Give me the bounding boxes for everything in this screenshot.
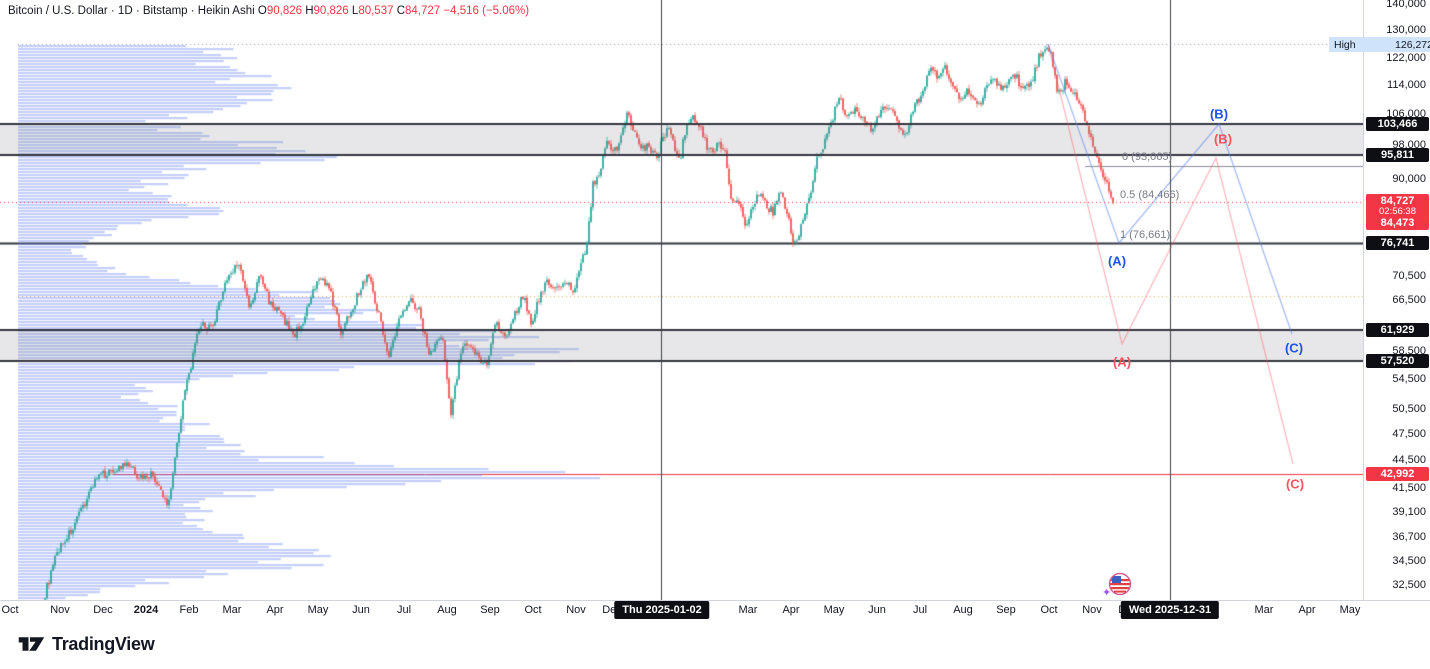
legend-segment: 90,826 — [266, 5, 303, 17]
time-tick: Aug — [437, 604, 457, 616]
us-economic-event-flag-icon[interactable]: ✦ — [1102, 572, 1142, 600]
tradingview-logo-icon — [18, 637, 45, 651]
time-tick: Dec — [93, 604, 113, 616]
price-tick: 36,700 — [1392, 531, 1426, 543]
tradingview-logo[interactable]: TradingView — [18, 633, 155, 655]
time-tick: Jul — [396, 604, 412, 616]
elliott-wave-label-red[interactable]: (B) — [1213, 131, 1233, 147]
legend-segment: C — [393, 5, 405, 17]
current-price-value: 84,727 — [1380, 195, 1415, 207]
brand-name: TradingView — [52, 633, 155, 654]
time-tick: Apr — [782, 604, 800, 616]
current-price-badge: 84,727 02:56:38 — [1366, 194, 1429, 218]
time-tick: Nov — [1082, 604, 1102, 616]
price-level-badge: 42,992 — [1366, 467, 1429, 481]
us-flag-circle-icon — [1108, 572, 1132, 596]
elliott-wave-label-red[interactable]: (A) — [1112, 354, 1132, 370]
time-tick: Apr — [1298, 604, 1316, 616]
time-tick: Nov — [566, 604, 586, 616]
date-crosshair-badge: Wed 2025-12-31 — [1120, 601, 1220, 619]
time-tick: Mar — [1254, 604, 1274, 616]
elliott-wave-label-blue[interactable]: (A) — [1107, 253, 1127, 269]
price-level-badge: 61,929 — [1366, 323, 1429, 337]
time-tick: May — [1339, 604, 1361, 616]
price-tick: 70,500 — [1392, 270, 1426, 282]
price-tick: 47,500 — [1392, 428, 1426, 440]
price-tick: 44,500 — [1392, 454, 1426, 466]
price-tick: 66,500 — [1392, 294, 1426, 306]
legend-segment: 90,826 — [313, 5, 349, 17]
date-crosshair-badge: Thu 2025-01-02 — [614, 601, 710, 619]
time-tick: Jul — [912, 604, 928, 616]
time-tick: Mar — [738, 604, 758, 616]
time-tick: Apr — [266, 604, 284, 616]
symbol-legend[interactable]: Bitcoin / U.S. Dollar · 1D · Bitstamp · … — [8, 5, 529, 17]
footer: TradingView — [0, 621, 1430, 669]
elliott-wave-label-blue[interactable]: (B) — [1209, 106, 1229, 122]
price-chart-canvas[interactable] — [0, 0, 1363, 600]
time-tick: Oct — [1040, 604, 1058, 616]
price-level-badge: 84,473 — [1366, 216, 1429, 230]
price-tick: 39,100 — [1392, 506, 1426, 518]
price-level-badge: 95,811 — [1366, 148, 1429, 162]
time-tick: Feb — [179, 604, 199, 616]
fib-level-label[interactable]: 1 (76,661) — [1120, 229, 1171, 241]
price-tick: 34,500 — [1392, 555, 1426, 567]
time-tick: 2024 — [133, 604, 159, 616]
time-tick: May — [307, 604, 329, 616]
time-tick: Jun — [352, 604, 370, 616]
price-level-badge: 76,741 — [1366, 236, 1429, 250]
high-value: 126,272 — [1395, 38, 1430, 51]
price-axis[interactable]: 140,000 130,000 122,000 114,000 106,000 98,00… — [1363, 0, 1430, 620]
price-tick: 32,500 — [1392, 579, 1426, 591]
price-tick: 122,000 — [1386, 52, 1426, 64]
legend-segment: H — [302, 5, 314, 17]
bar-countdown: 02:56:38 — [1379, 206, 1416, 217]
sparkle-icon: ✦ — [1102, 587, 1112, 599]
legend-segment: L — [348, 5, 359, 17]
time-tick: Mar — [222, 604, 242, 616]
legend-segment: 80,537 — [358, 5, 394, 17]
elliott-wave-label-blue[interactable]: (C) — [1284, 340, 1304, 356]
high-label: High — [1334, 38, 1356, 51]
time-tick: Jun — [868, 604, 886, 616]
price-level-badge: 57,520 — [1366, 354, 1429, 368]
time-tick: Sep — [996, 604, 1016, 616]
legend-segment: −4,516 (−5.06%) — [440, 5, 530, 17]
price-level-badge: 103,466 — [1366, 117, 1429, 131]
legend-segment: O — [257, 5, 267, 17]
price-tick: 130,000 — [1386, 24, 1426, 36]
legend-segment: Bitcoin / U.S. Dollar · 1D · Bitstamp · … — [8, 5, 258, 17]
price-tick: 114,000 — [1387, 79, 1426, 91]
price-tick: 90,000 — [1392, 173, 1426, 185]
time-tick: Nov — [50, 604, 70, 616]
price-tick: 50,500 — [1392, 403, 1426, 415]
time-axis[interactable]: Oct Nov Dec 2024 Feb Mar Apr May Jun Jul Aug Sep Oct… — [0, 600, 1430, 622]
fib-level-label[interactable]: 0.5 (84,466) — [1120, 189, 1180, 201]
session-high-badge: High 126,272 — [1329, 37, 1430, 52]
time-tick: May — [823, 604, 845, 616]
time-tick: Oct — [524, 604, 542, 616]
price-tick: 54,500 — [1392, 373, 1426, 385]
elliott-wave-label-red[interactable]: (C) — [1285, 476, 1305, 492]
fib-level-label[interactable]: 0 (93,065) — [1122, 151, 1173, 163]
time-tick: Aug — [953, 604, 973, 616]
legend-segment: 84,727 — [405, 5, 441, 17]
price-tick: 140,000 — [1386, 0, 1426, 10]
price-tick: 41,500 — [1392, 482, 1426, 494]
time-tick: Oct — [1, 604, 19, 616]
chart-area[interactable]: Bitcoin / U.S. Dollar · 1D · Bitstamp · … — [0, 0, 1363, 600]
time-tick: Sep — [480, 604, 500, 616]
